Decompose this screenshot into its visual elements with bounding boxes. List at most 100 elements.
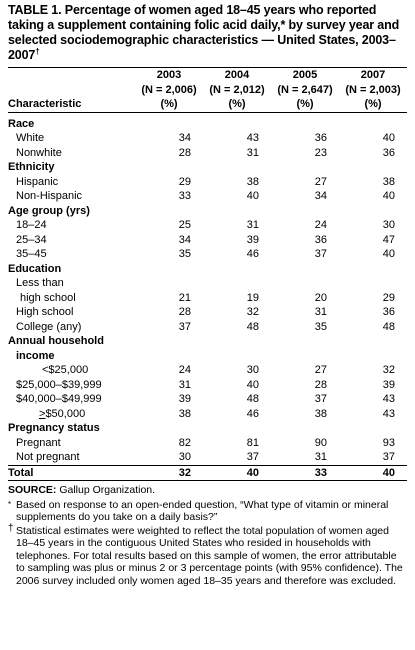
cell: 40 [382,190,395,202]
col-unit: (%) [364,98,382,110]
cell: 23 [314,146,327,159]
table-row: White 34 43 36 40 [8,131,407,146]
cell: 31 [246,219,259,231]
row-label: Pregnant [16,436,61,449]
col-year: 2007 [360,69,386,81]
cell: 32 [382,364,395,376]
cell: 29 [178,175,191,188]
cell: 30 [178,451,191,463]
cell: 28 [178,146,191,159]
cell: 21 [178,291,191,304]
cell: 31 [178,378,191,391]
cell: 37 [178,320,191,333]
ge-symbol: > [39,407,46,420]
col-n: (N = 2,012) [209,83,265,96]
cell: 36 [314,132,327,144]
row-label: 25–34 [16,233,47,246]
row-label: high school [20,291,76,304]
cell: 37 [314,248,327,260]
cell: 38 [246,175,259,188]
cell: 48 [382,320,395,333]
cell: 40 [246,190,259,202]
table-row: High school 28 32 31 36 [8,305,407,320]
cell: 40 [339,464,407,481]
section-race: Race [8,117,407,132]
table-row: Hispanic 29 38 27 38 [8,175,407,190]
cell: 40 [382,248,395,260]
table-row: Not pregnant 30 37 31 37 [8,450,407,465]
table-row: 25–34 34 39 36 47 [8,233,407,248]
table-row: $25,000–$39,999 31 40 28 39 [8,378,407,393]
cell: 35 [314,320,327,333]
table-title: TABLE 1. Percentage of women aged 18–45 … [8,3,407,63]
cell: 37 [314,393,327,405]
col-unit: (%) [228,98,246,110]
cell: 43 [246,132,259,144]
cell: 48 [246,393,259,405]
row-label: 18–24 [16,219,47,231]
col-n: (N = 2,003) [345,83,401,96]
characteristic-header: Characteristic [8,98,82,110]
cell: 32 [246,306,259,318]
cell: 31 [314,451,327,463]
row-label: <$25,000 [42,364,89,376]
cell: 46 [246,407,259,420]
cell: 40 [382,132,395,144]
cell: 93 [382,436,395,449]
section-label: Pregnancy status [8,422,100,434]
col-year: 2003 [156,69,182,81]
row-label: Non-Hispanic [16,190,83,202]
source-text: Gallup Organization. [59,484,156,496]
cell: 38 [178,407,191,420]
cell: 43 [382,407,395,420]
cell: 90 [314,436,327,449]
cell: 38 [382,175,395,188]
cell: 29 [382,291,395,304]
table-row: >$50,000 38 46 38 43 [8,407,407,422]
cell: 40 [246,378,259,391]
table-row: $40,000–$49,999 39 48 37 43 [8,392,407,407]
cell: 34 [178,233,191,246]
section-label: Ethnicity [8,161,55,173]
dagger-note: † Statistical estimates were weighted to … [8,522,407,588]
cell: 27 [314,175,327,188]
cell: 82 [178,436,191,449]
cell: 31 [246,146,259,159]
table-row: Non-Hispanic 33 40 34 40 [8,189,407,204]
title-dagger: † [35,46,40,56]
cell: 43 [382,393,395,405]
cell: 34 [178,132,191,144]
cell: 31 [314,306,327,318]
cell: 32 [135,464,203,481]
star-mark: * [8,499,12,509]
row-label: High school [16,306,74,318]
table-row: 18–24 25 31 24 30 [8,218,407,233]
cell: 36 [382,146,395,159]
section-income: Annual household [8,334,407,349]
row-label: $40,000–$49,999 [16,393,102,405]
row-label: Nonwhite [16,146,62,159]
source-label: SOURCE: [8,484,57,496]
section-label: Annual household [8,335,104,347]
section-ethnicity: Ethnicity [8,160,407,175]
row-label: $25,000–$39,999 [16,378,102,391]
row-label: Hispanic [16,175,59,188]
cell: 39 [246,233,259,246]
footnotes: SOURCE: Gallup Organization. * Based on r… [8,484,407,587]
section-pregnancy: Pregnancy status [8,421,407,436]
row-label: Not pregnant [16,451,80,463]
cell: 38 [314,407,327,420]
cell: 46 [246,248,259,260]
dagger-mark: † [8,522,14,534]
dagger-text: Statistical estimates were weighted to r… [16,524,403,587]
cell: 37 [382,451,395,463]
total-row: Total 32 40 33 40 [8,464,407,481]
cell: 33 [178,190,191,202]
table-row: College (any) 37 48 35 48 [8,320,407,335]
top-rule [8,67,407,68]
table-row: Nonwhite 28 31 23 36 [8,146,407,161]
cell: 28 [178,306,191,318]
row-label: White [16,132,45,144]
section-label: Age group (yrs) [8,204,90,217]
